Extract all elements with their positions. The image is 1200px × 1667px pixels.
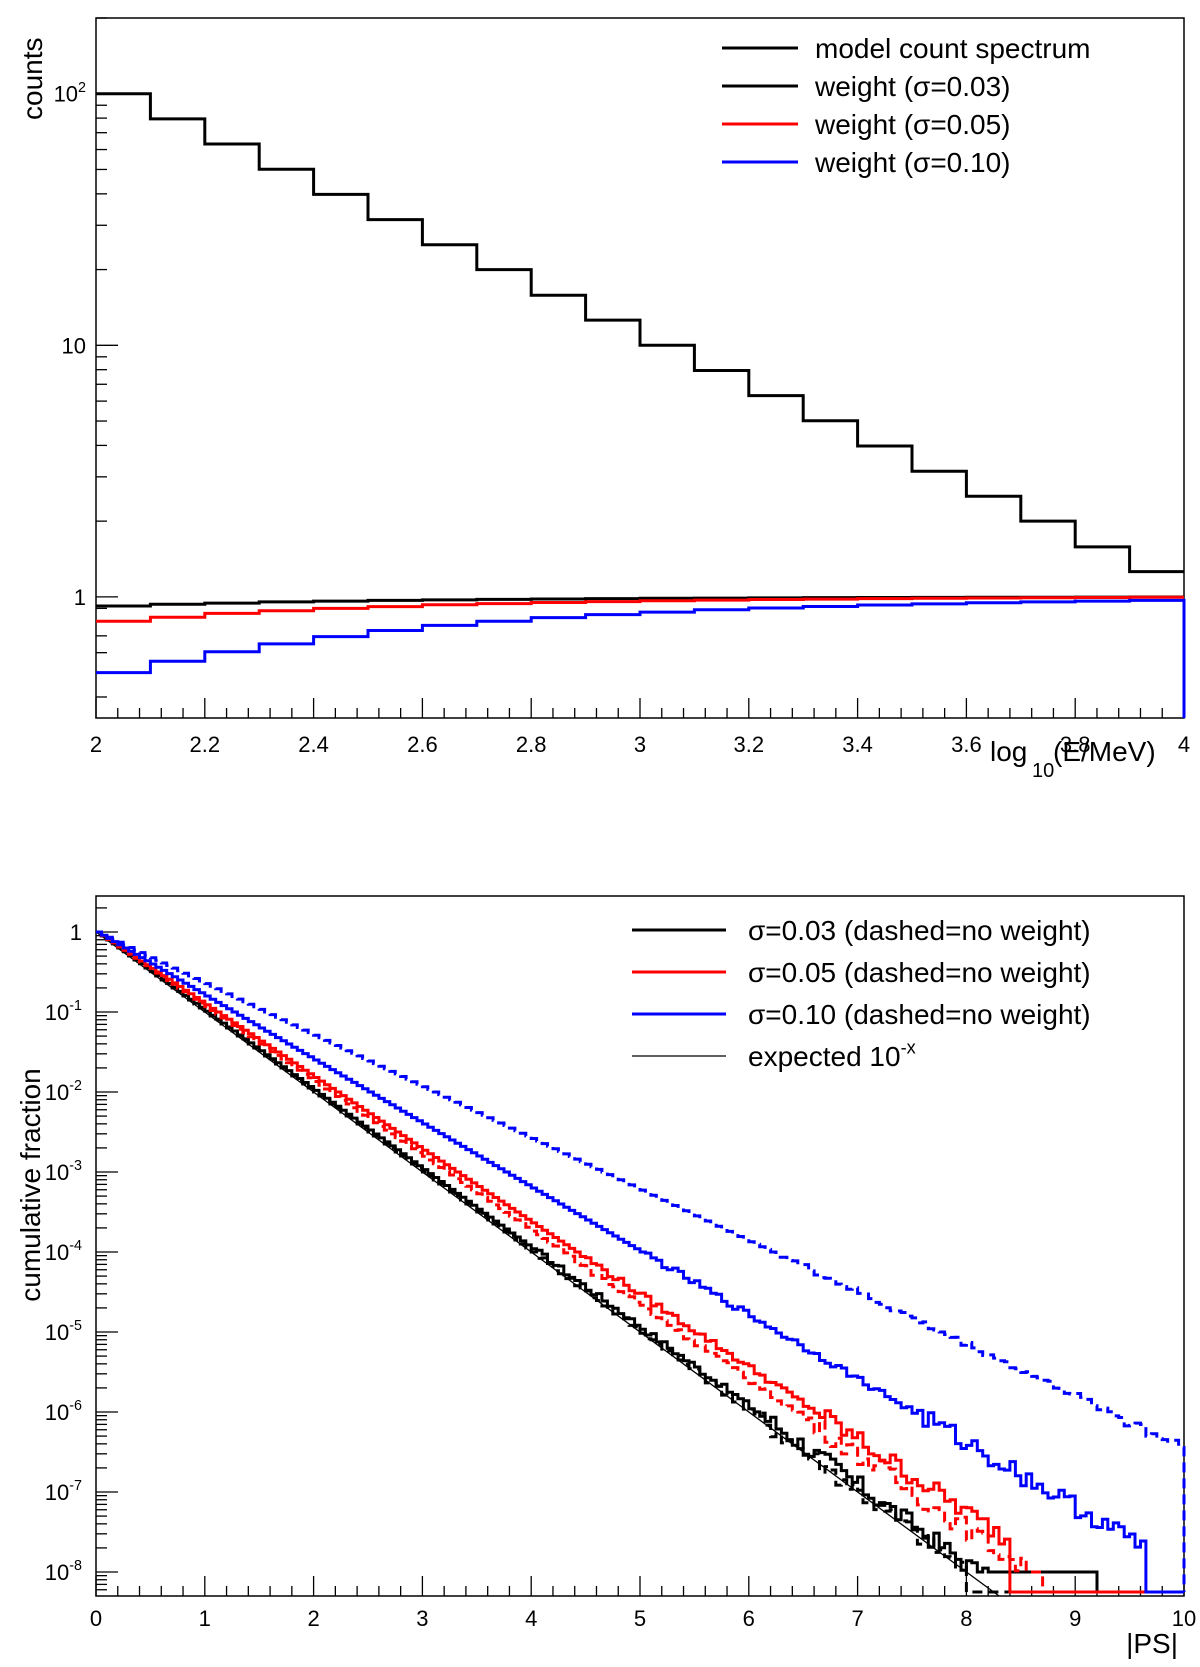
bottom-series-dashed xyxy=(96,930,1184,1594)
top-x-tick-label: 2 xyxy=(90,732,102,757)
bottom-y-tick-label: 10-8 xyxy=(45,1558,82,1585)
top-x-tick-label: 3.2 xyxy=(734,732,765,757)
bottom-x-tick-label: 5 xyxy=(634,1606,646,1631)
top-legend-label: weight (σ=0.03) xyxy=(814,71,1011,102)
bottom-legend: σ=0.03 (dashed=no weight) σ=0.05 (dashed=… xyxy=(632,915,1091,1072)
bottom-x-tick-label: 4 xyxy=(525,1606,537,1631)
top-x-tick-label: 2.8 xyxy=(516,732,547,757)
bottom-y-tick-label: 10-3 xyxy=(45,1158,82,1185)
top-x-tick-label: 4 xyxy=(1178,732,1190,757)
bottom-x-tick-label: 2 xyxy=(307,1606,319,1631)
bottom-x-tick-label: 6 xyxy=(743,1606,755,1631)
bottom-legend-label: σ=0.05 (dashed=no weight) xyxy=(748,957,1091,988)
bottom-legend-label: expected 10-x xyxy=(748,1037,916,1072)
top-x-axis-label: log 10 (E/MeV) xyxy=(990,736,1156,782)
bottom-x-tick-label: 1 xyxy=(199,1606,211,1631)
bottom-chart: 0 1 2 3 4 5 6 7 8 9 10 1 10-1 10-2 10-3 10-4 10-5 10-6 10-… xyxy=(15,895,1196,1659)
top-legend-label: weight (σ=0.05) xyxy=(814,109,1011,140)
bottom-legend-label: σ=0.10 (dashed=no weight) xyxy=(748,999,1091,1030)
top-legend: model count spectrum weight (σ=0.03) weigh… xyxy=(722,33,1090,178)
top-y-tick-label: 1 xyxy=(74,585,86,610)
top-axis-ticks: 2 2.2 2.4 2.6 2.8 3 3.2 3.4 3.6 3.8 4 1 10 102 xyxy=(54,17,1190,757)
top-y-tick-label: 10 xyxy=(62,333,86,358)
bottom-x-axis-label: |PS| xyxy=(1126,1628,1178,1659)
top-x-tick-label: 2.2 xyxy=(190,732,221,757)
top-legend-label: model count spectrum xyxy=(815,33,1090,64)
bottom-x-tick-label: 7 xyxy=(851,1606,863,1631)
top-series-line xyxy=(96,598,1186,718)
bottom-y-tick-label: 10-2 xyxy=(45,1078,82,1105)
bottom-series-group xyxy=(95,930,1186,1597)
bottom-series-dashed xyxy=(96,930,1184,1594)
bottom-legend-label: σ=0.03 (dashed=no weight) xyxy=(748,915,1091,946)
bottom-y-tick-label: 10-5 xyxy=(45,1318,82,1345)
top-x-tick-label: 3.4 xyxy=(842,732,873,757)
bottom-y-tick-label: 1 xyxy=(70,920,82,945)
top-x-label-sub: 10 xyxy=(1032,760,1054,782)
bottom-x-tick-label: 9 xyxy=(1069,1606,1081,1631)
top-series-line xyxy=(96,595,1184,623)
top-legend-label: weight (σ=0.10) xyxy=(814,147,1011,178)
bottom-x-tick-label: 0 xyxy=(90,1606,102,1631)
top-x-tick-label: 3 xyxy=(634,732,646,757)
top-series-line xyxy=(96,92,1184,574)
top-x-label-rest: (E/MeV) xyxy=(1053,736,1156,767)
top-series-group xyxy=(96,92,1186,718)
bottom-y-tick-label: 10-6 xyxy=(45,1398,82,1425)
bottom-y-tick-label: 10-1 xyxy=(45,998,82,1025)
bottom-axis-ticks: 0 1 2 3 4 5 6 7 8 9 10 1 10-1 10-2 10-3 10-4 10-5 10-6 10-… xyxy=(45,907,1196,1631)
top-y-tick-label: 102 xyxy=(54,80,86,107)
bottom-y-tick-label: 10-7 xyxy=(45,1478,82,1505)
bottom-x-tick-label: 10 xyxy=(1172,1606,1196,1631)
top-chart: 2 2.2 2.4 2.6 2.8 3 3.2 3.4 3.6 3.8 4 1 10 102 model … xyxy=(17,17,1190,782)
bottom-series-solid xyxy=(96,930,1184,1594)
bottom-x-tick-label: 3 xyxy=(416,1606,428,1631)
top-x-tick-label: 3.8 xyxy=(1060,732,1091,757)
top-x-tick-label: 2.4 xyxy=(298,732,329,757)
bottom-y-axis-label: cumulative fraction xyxy=(15,1068,46,1301)
bottom-series-dashed xyxy=(96,930,1186,1592)
bottom-y-tick-label: 10-4 xyxy=(45,1238,82,1265)
bottom-x-tick-label: 8 xyxy=(960,1606,972,1631)
bottom-series-solid xyxy=(96,930,1184,1594)
bottom-series-solid xyxy=(96,930,1184,1594)
top-x-tick-label: 2.6 xyxy=(407,732,438,757)
top-x-label-main: log xyxy=(990,736,1027,767)
top-x-tick-label: 3.6 xyxy=(951,732,982,757)
top-y-axis-label: counts xyxy=(17,38,48,121)
